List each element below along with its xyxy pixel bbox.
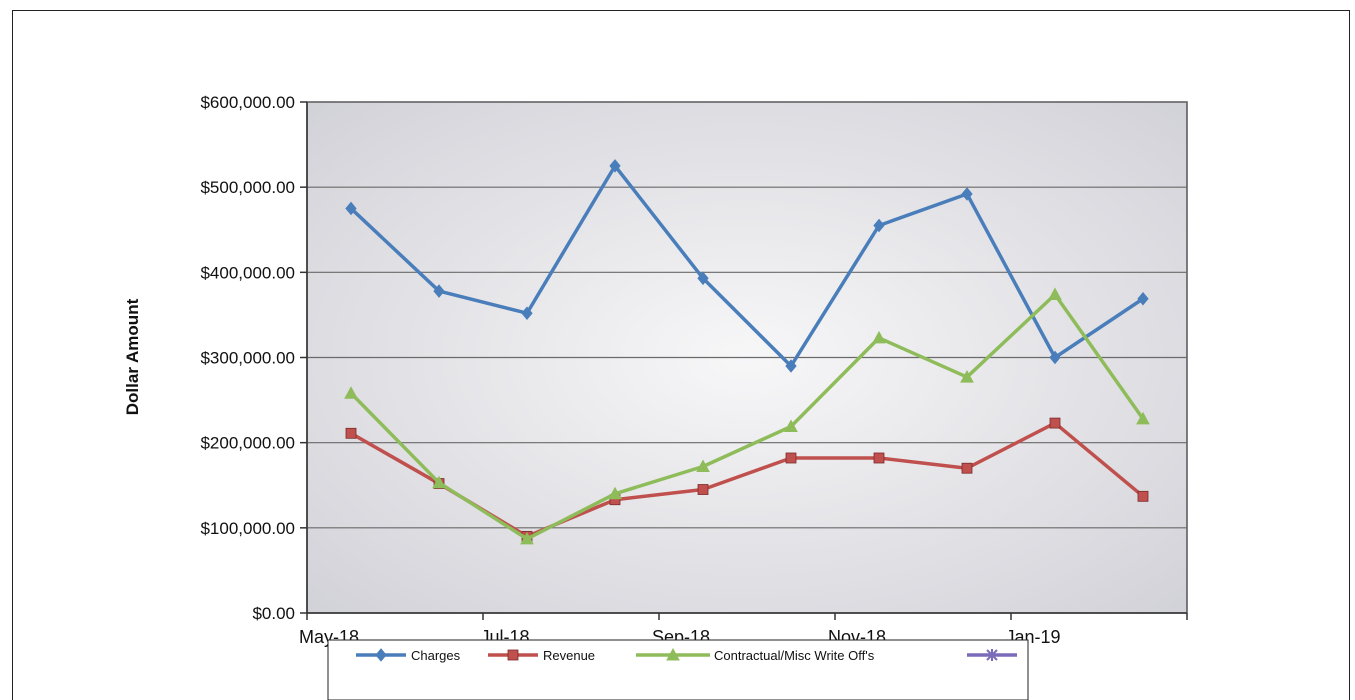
axes [306, 102, 1188, 620]
y-tick-label: $200,000.00 [200, 434, 295, 453]
series-line [349, 292, 1145, 541]
y-axis-label: Dollar Amount [123, 298, 142, 415]
data-point [1137, 490, 1149, 502]
y-tick-label: $100,000.00 [200, 519, 295, 538]
legend-box [327, 639, 1029, 700]
y-tick-label: $0.00 [252, 604, 295, 623]
legend-marker [375, 648, 387, 662]
series-0 [345, 159, 1149, 373]
legend-marker [666, 647, 680, 661]
data-point [345, 201, 357, 216]
data-point [345, 427, 357, 439]
legend-label: Charges [411, 648, 461, 663]
data-point [433, 284, 445, 298]
data-point [609, 159, 621, 173]
data-point [1049, 350, 1061, 365]
data-point [785, 359, 797, 373]
data-point [344, 386, 358, 399]
series-lines [344, 159, 1150, 545]
chart-frame [12, 10, 1350, 700]
data-point [520, 531, 534, 545]
data-point [521, 306, 533, 320]
gridlines [300, 101, 1187, 614]
data-point [784, 419, 798, 432]
data-point [432, 475, 446, 489]
data-point [961, 187, 973, 201]
y-tick-label: $500,000.00 [200, 178, 295, 197]
series-line [349, 164, 1144, 368]
data-point [1136, 411, 1150, 425]
legend: Charges Revenue Contractual/Misc Write Off… [327, 639, 1029, 700]
data-point [960, 370, 974, 383]
data-point [873, 452, 885, 464]
y-tick-label: $600,000.00 [200, 93, 295, 112]
y-tick-label: $400,000.00 [200, 263, 295, 282]
y-tick-label: $300,000.00 [200, 349, 295, 368]
data-point [1137, 291, 1149, 306]
data-point [696, 459, 710, 473]
legend-label: Revenue [543, 648, 595, 663]
y-tick-labels: $0.00 $100,000.00 $200,000.00 $300,000.00 $4… [200, 93, 295, 623]
data-point [697, 271, 709, 286]
data-point [697, 484, 709, 495]
legend-label: Contractual/Misc Write Off's [714, 648, 875, 663]
data-point [1049, 417, 1061, 429]
data-point [873, 218, 885, 233]
data-point [872, 330, 886, 344]
series-2 [344, 287, 1150, 545]
data-point [961, 462, 973, 474]
data-point [785, 452, 797, 464]
data-point [608, 486, 622, 500]
data-point [1048, 287, 1062, 300]
legend-marker [986, 649, 998, 661]
legend-marker [507, 649, 519, 661]
